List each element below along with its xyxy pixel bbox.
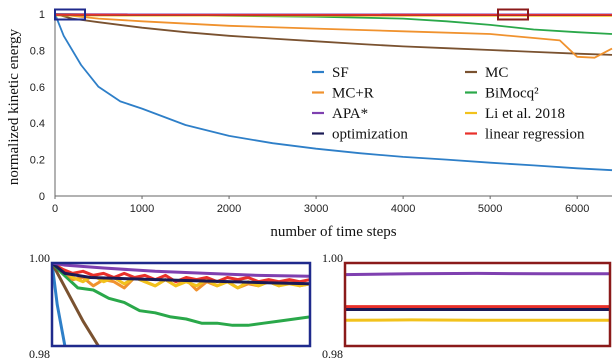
legend-label: BiMocq²: [485, 86, 539, 102]
inset-tick-label: 1.00: [29, 251, 50, 265]
x-tick-label: 2000: [217, 203, 241, 215]
legend-entry-linear-regression: linear regression: [465, 127, 585, 143]
inset-series-group: [52, 263, 310, 346]
legend-entry-optimization: optimization: [312, 127, 408, 143]
inset-series-line-apa: [345, 271, 610, 277]
x-tick-label: 4000: [391, 203, 415, 215]
legend-label: MC: [485, 65, 508, 81]
y-tick-label: 0.8: [30, 45, 45, 57]
legend-entry-mc-r: MC+R: [312, 86, 374, 102]
legend-label: SF: [332, 65, 349, 81]
series-line-mc: [54, 13, 613, 56]
legend-entry-apa: APA*: [312, 106, 368, 122]
legend-label: optimization: [332, 127, 408, 143]
legend-entry-bimocq: BiMocq²: [465, 86, 539, 102]
inset-chart-right: 0.98 1.00: [322, 251, 612, 360]
inset-tick-label: 0.98: [29, 347, 50, 360]
series-line-mc-r: [54, 13, 613, 59]
series-line-sf: [54, 13, 613, 172]
x-tick-label: 0: [52, 203, 58, 215]
y-tick-label: 0: [39, 191, 45, 203]
inset-frame: [50, 261, 312, 348]
y-tick-label: 0.2: [30, 155, 45, 167]
inset-frame: [343, 261, 612, 348]
inset-series-line-mc: [52, 263, 100, 346]
inset-chart-left: 0.98 1.00: [29, 251, 312, 360]
x-tick-label: 6000: [565, 203, 589, 215]
y-tick-label: 1: [39, 9, 45, 21]
x-tick-label: 1000: [130, 203, 154, 215]
x-tick-label: 3000: [304, 203, 328, 215]
legend-label: MC+R: [332, 86, 374, 102]
inset-series-line-apa: [52, 263, 310, 278]
inset-tick-label: 1.00: [322, 251, 343, 265]
inset-series-line-bimocq: [52, 263, 310, 327]
legend-label: Li et al. 2018: [485, 106, 565, 122]
inset-tick-label: 0.98: [322, 347, 343, 360]
inset-series-line-sf: [52, 263, 67, 346]
legend-entry-sf: SF: [312, 65, 349, 81]
inset-series-line-optimization: [52, 263, 310, 286]
y-axis-label: normalized kinetic energy: [6, 28, 22, 185]
y-tick-label: 0.4: [30, 118, 45, 130]
legend-label: linear regression: [485, 127, 585, 143]
legend-entry-li-et-al-2018: Li et al. 2018: [465, 106, 565, 122]
zoom-region-marker-left: [54, 8, 86, 21]
x-axis-label: number of time steps: [270, 224, 396, 240]
main-chart: 0 1000 2000 3000 4000 5000 6000 0 0.2 0.4 0.6 0.8 1 n…: [6, 8, 613, 240]
legend: SF MC MC+R BiMocq² APA* Li et al. 2018 optimiz…: [312, 65, 585, 143]
x-tick-label: 5000: [478, 203, 502, 215]
inset-series-group: [345, 271, 610, 322]
legend-entry-mc: MC: [465, 65, 508, 81]
legend-label: APA*: [332, 106, 368, 122]
zoom-region-marker-right: [497, 8, 529, 21]
y-tick-label: 0.6: [30, 82, 45, 94]
